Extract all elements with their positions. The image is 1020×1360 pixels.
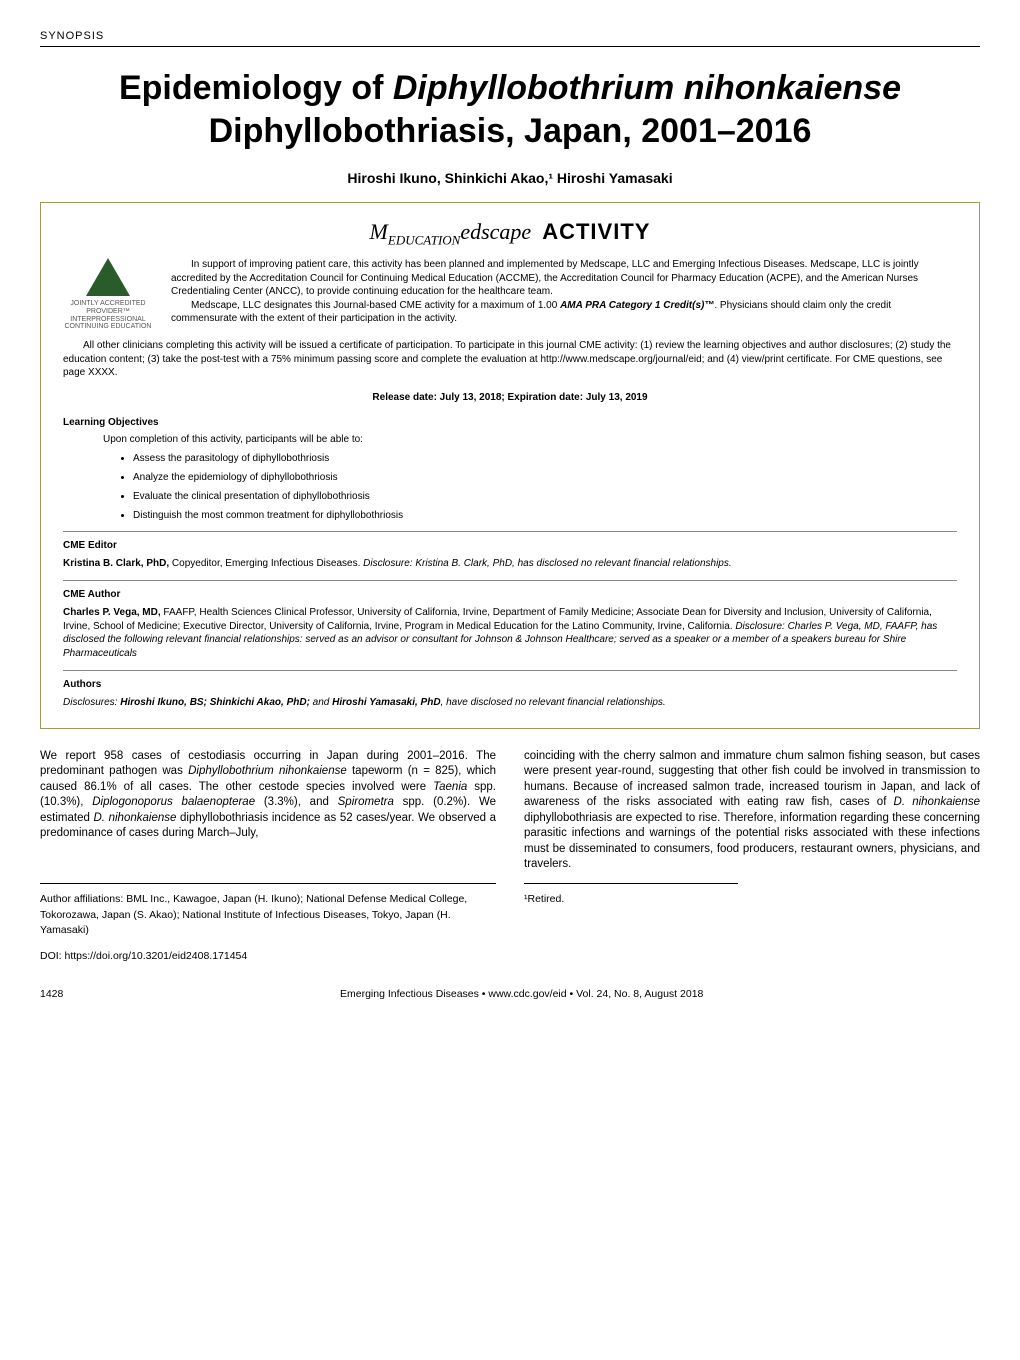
footer-rule — [40, 883, 496, 884]
learning-objectives-heading: Learning Objectives — [63, 417, 957, 428]
accreditation-badge: JOINTLY ACCREDITED PROVIDER™ INTERPROFES… — [63, 258, 153, 331]
footnote: ¹Retired. — [524, 892, 980, 907]
triangle-icon — [86, 258, 130, 296]
footer-columns: Author affiliations: BML Inc., Kawagoe, … — [40, 879, 980, 964]
cme-editor-para: Kristina B. Clark, PhD, Copyeditor, Emer… — [63, 557, 957, 571]
separator — [63, 531, 957, 532]
logo-sub: EDUCATION — [388, 232, 460, 247]
cme-editor-heading: CME Editor — [63, 540, 957, 551]
accreditation-text: In support of improving patient care, th… — [171, 258, 957, 331]
separator — [63, 580, 957, 581]
activity-logo: MEDUCATIONedscape ACTIVITY — [63, 219, 957, 248]
authors-line: Hiroshi Ikuno, Shinkichi Akao,¹ Hiroshi … — [40, 170, 980, 186]
footer-citation: Emerging Infectious Diseases • www.cdc.g… — [340, 988, 703, 1000]
learning-item: Analyze the epidemiology of diphylloboth… — [133, 472, 957, 483]
learning-list: Assess the parasitology of diphyllobothr… — [133, 453, 957, 521]
page-footer: 1428 Emerging Infectious Diseases • www.… — [40, 988, 980, 1000]
footer-col-left: Author affiliations: BML Inc., Kawagoe, … — [40, 879, 496, 964]
header-rule — [40, 46, 980, 47]
authors-disclosure: Disclosures: Hiroshi Ikuno, BS; Shinkich… — [63, 696, 957, 710]
release-date: Release date: July 13, 2018; Expiration … — [63, 392, 957, 403]
footer-col-right: ¹Retired. — [524, 879, 980, 964]
footer-rule — [524, 883, 738, 884]
abstract-col-right: coinciding with the cherry salmon and im… — [524, 749, 980, 873]
learning-intro: Upon completion of this activity, partic… — [103, 434, 957, 445]
accreditation-row: JOINTLY ACCREDITED PROVIDER™ INTERPROFES… — [63, 258, 957, 331]
learning-item: Distinguish the most common treatment fo… — [133, 510, 957, 521]
doi: DOI: https://doi.org/10.3201/eid2408.171… — [40, 949, 496, 964]
cme-author-para: Charles P. Vega, MD, FAAFP, Health Scien… — [63, 606, 957, 660]
abstract-columns: We report 958 cases of cestodiasis occur… — [40, 749, 980, 873]
activity-box: MEDUCATIONedscape ACTIVITY JOINTLY ACCRE… — [40, 202, 980, 729]
page-number: 1428 — [40, 988, 63, 1000]
authors-heading-box: Authors — [63, 679, 957, 690]
accreditation-text-2: All other clinicians completing this act… — [63, 339, 957, 380]
abstract-col-left: We report 958 cases of cestodiasis occur… — [40, 749, 496, 873]
cme-author-heading: CME Author — [63, 589, 957, 600]
learning-item: Assess the parasitology of diphyllobothr… — [133, 453, 957, 464]
header-label: SYNOPSIS — [40, 30, 980, 42]
affiliations: Author affiliations: BML Inc., Kawagoe, … — [40, 892, 496, 939]
separator — [63, 670, 957, 671]
learning-item: Evaluate the clinical presentation of di… — [133, 491, 957, 502]
article-title: Epidemiology of Diphyllobothrium nihonka… — [40, 67, 980, 152]
